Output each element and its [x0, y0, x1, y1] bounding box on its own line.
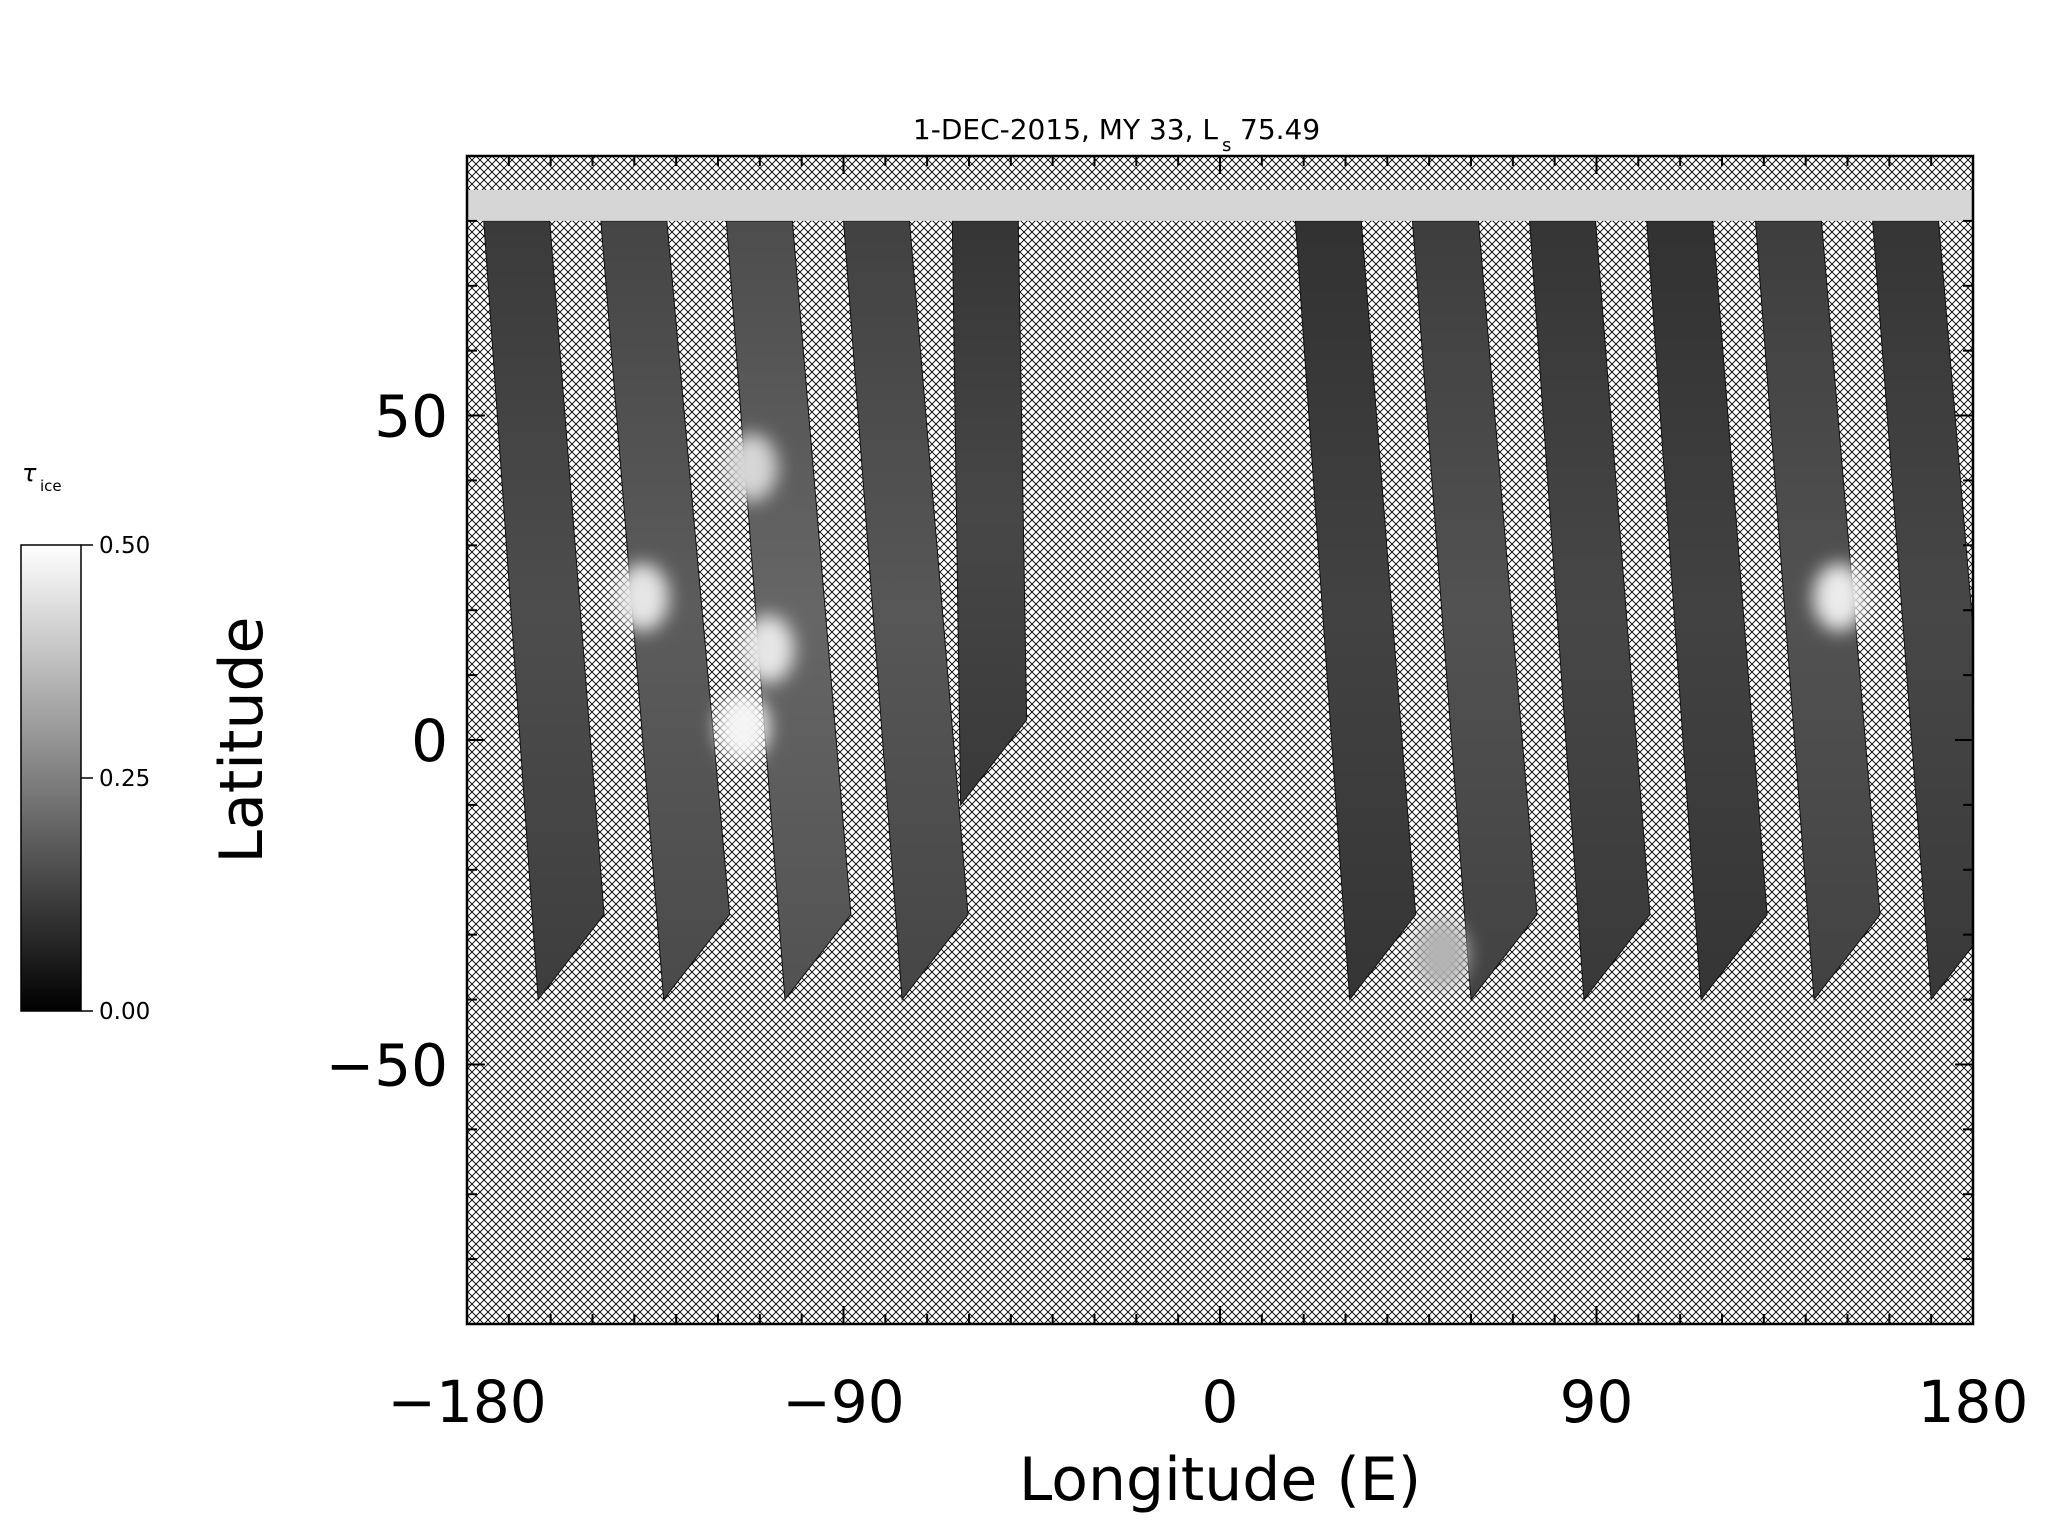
x-tick-label: 180 [1918, 1368, 2029, 1436]
x-tick-label: −90 [782, 1368, 904, 1436]
colorbar-ticks: 0.50 0.25 0.00 [81, 533, 150, 1025]
y-tick-label: 50 [374, 383, 448, 451]
swath-shade-4 [952, 220, 1027, 805]
y-axis-label: Latitude [207, 617, 277, 864]
swath-shade-2 [726, 220, 851, 1000]
clouds-layer [616, 433, 1866, 989]
plot-area [467, 156, 1973, 1324]
colorbar-tick-label: 0.25 [99, 766, 150, 792]
swath-shade-6 [1412, 220, 1537, 1000]
colorbar-bar [20, 544, 82, 1012]
tick-labels-layer: −180 −90 0 90 180 50 0 −50 [326, 383, 2029, 1436]
cloud-5 [1415, 920, 1468, 989]
colorbar-label: τ [22, 459, 37, 487]
swaths-layer [467, 190, 1973, 1001]
y-tick-label: 0 [411, 707, 448, 775]
cloud-1 [725, 433, 778, 502]
cloud-2 [742, 615, 795, 684]
swath-shade-0 [483, 220, 605, 1000]
chart-title: 1-DEC-2015, MY 33, L [913, 113, 1218, 146]
polar-cap-band [467, 190, 1973, 221]
cloud-3 [717, 693, 770, 762]
colorbar-tick-label: 0.00 [99, 999, 150, 1025]
swath-shade-7 [1529, 220, 1650, 1000]
colorbar: τ ice 0.50 0.25 0.00 [20, 459, 150, 1025]
chart-title-subscript: s [1222, 135, 1231, 156]
colorbar-tick-label: 0.50 [99, 533, 150, 559]
y-tick-label: −50 [326, 1031, 448, 1099]
x-tick-label: 90 [1560, 1368, 1634, 1436]
cloud-0 [616, 563, 669, 632]
x-tick-label: 0 [1202, 1368, 1239, 1436]
x-axis-label: Longitude (E) [1019, 1445, 1421, 1515]
swath-shade-10 [1872, 220, 1973, 1000]
swath-shade-8 [1646, 220, 1768, 1000]
cloud-4 [1813, 563, 1866, 632]
chart-title-value: 75.49 [1240, 113, 1320, 146]
swath-shade-3 [843, 220, 969, 1000]
swath-shade-5 [1295, 220, 1416, 1000]
ticks-layer [466, 155, 1974, 1325]
colorbar-label-subscript: ice [40, 477, 62, 495]
x-tick-label: −180 [387, 1368, 546, 1436]
